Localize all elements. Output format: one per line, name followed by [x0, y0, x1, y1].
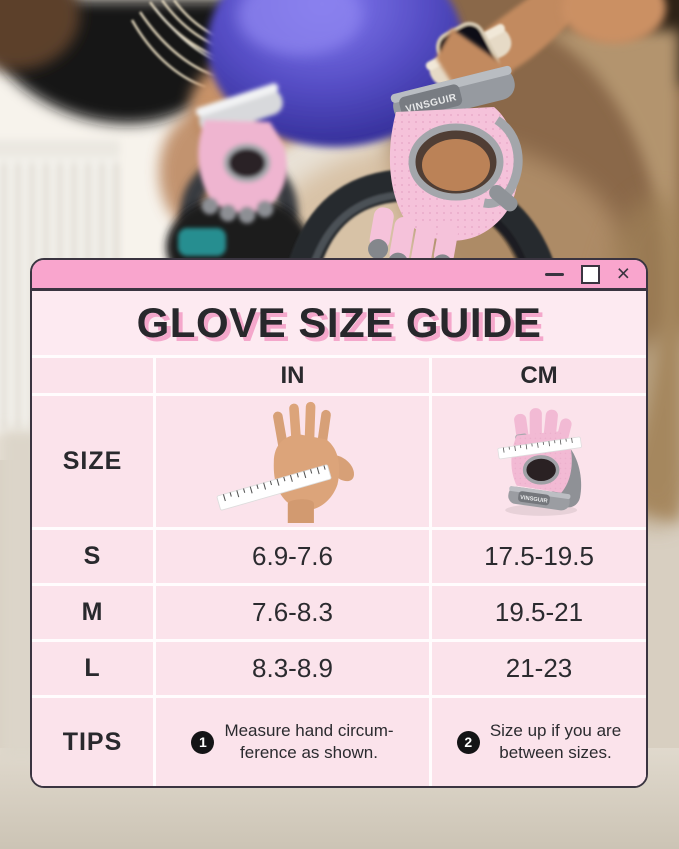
tip-1-line2: ference as shown. — [240, 743, 378, 762]
left-glove — [195, 83, 287, 224]
window-titlebar: × — [32, 260, 646, 291]
glove-pull-tab — [483, 116, 523, 208]
tip-2-cell: 2 Size up if you are between sizes. — [432, 698, 646, 786]
product-glove-brand-label: VINSGUIR — [520, 494, 549, 504]
row-m-in: 7.6-8.3 — [156, 586, 429, 639]
row-m-cm: 19.5-21 — [432, 586, 646, 639]
glove-product-illustration: VINSGUIR — [497, 407, 582, 516]
close-icon[interactable]: × — [616, 259, 630, 286]
person2-khaki-top — [540, 30, 679, 522]
row-m-label: M — [32, 586, 153, 639]
header-cell-cm: CM — [432, 358, 646, 393]
foreground-glove: VINSGUIR — [368, 28, 523, 279]
size-row-label: SIZE — [32, 396, 153, 527]
row-l-in: 8.3-8.9 — [156, 642, 429, 695]
row-s-label: S — [32, 530, 153, 583]
row-l-label: L — [32, 642, 153, 695]
minimize-icon[interactable] — [544, 272, 564, 276]
tip-1-cell: 1 Measure hand circum- ference as shown. — [156, 698, 429, 786]
maximize-icon[interactable] — [580, 264, 600, 284]
person2-shoulder — [562, 0, 666, 44]
row-s-in: 6.9-7.6 — [156, 530, 429, 583]
knuckle-hole-rim — [408, 123, 504, 201]
hand-measure-illustration — [216, 401, 354, 523]
knuckle-skin — [422, 139, 490, 191]
purple-top-highlight — [238, 0, 362, 55]
tip-1-number-badge: 1 — [191, 730, 215, 754]
tip-2-line2: between sizes. — [499, 743, 612, 762]
tip-1-text: Measure hand circum- ference as shown. — [224, 720, 393, 765]
tip-2-line1: Size up if you are — [489, 720, 622, 740]
row-s-cm: 17.5-19.5 — [432, 530, 646, 583]
person2-arm — [476, 0, 590, 74]
tip-1-line1: Measure hand circum- — [224, 720, 394, 740]
tip-2-number-badge: 2 — [456, 730, 480, 754]
title-section: GLOVE SIZE GUIDE — [32, 291, 646, 355]
size-guide-window: × GLOVE SIZE GUIDE IN CM SIZE — [30, 258, 648, 788]
size-table: IN CM SIZE — [32, 355, 646, 786]
glove-tab-end — [489, 185, 518, 212]
row-l-cm: 21-23 — [432, 642, 646, 695]
tip-2-text: Size up if you are between sizes. — [490, 720, 621, 765]
size-row-hand-cell — [156, 396, 429, 527]
tips-label: TIPS — [32, 698, 153, 786]
page-title: GLOVE SIZE GUIDE — [136, 299, 542, 346]
person1-hair-dark — [0, 0, 80, 70]
header-cell-in: IN — [156, 358, 429, 393]
size-row-glove-cell: VINSGUIR — [432, 396, 646, 527]
left-kettlebell-teal-band — [178, 228, 226, 256]
header-cell-blank — [32, 358, 153, 393]
